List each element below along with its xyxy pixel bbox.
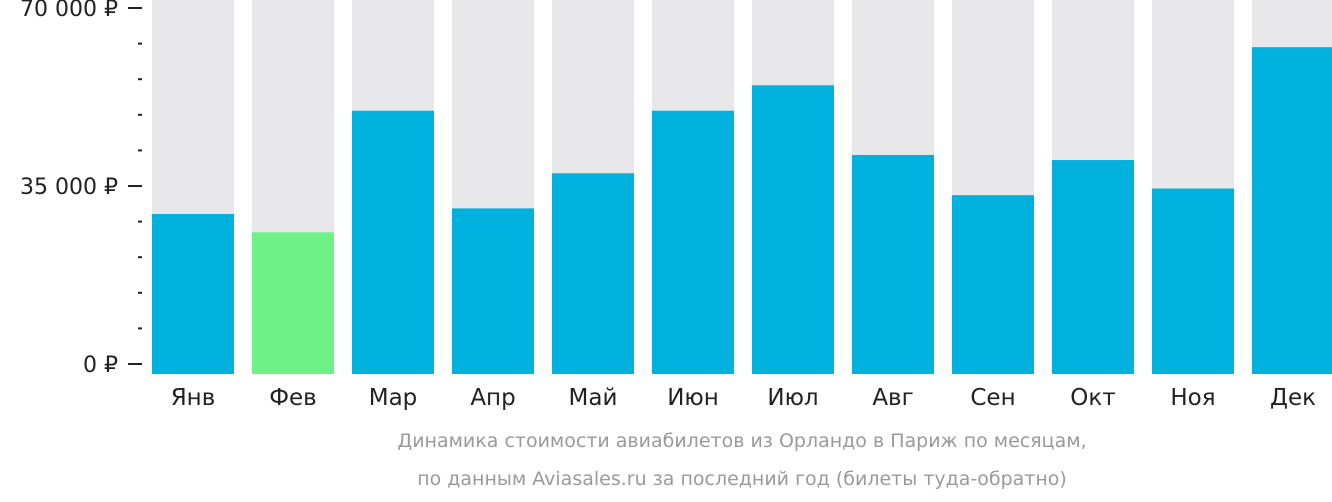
x-tick-label: Фев xyxy=(269,385,317,411)
x-tick-label: Авг xyxy=(872,385,913,411)
x-tick-label: Окт xyxy=(1070,385,1115,411)
bar-6[interactable] xyxy=(652,110,734,374)
bar-11[interactable] xyxy=(1152,188,1234,374)
bar-8[interactable] xyxy=(852,154,934,374)
y-axis: 0 ₽ 35 000 ₽ 70 000 ₽ xyxy=(20,0,142,378)
chart-caption-line-1: Динамика стоимости авиабилетов из Орланд… xyxy=(397,430,1087,452)
x-tick-label: Июн xyxy=(667,385,719,411)
bar-10[interactable] xyxy=(1052,160,1134,374)
y-tick-label: 0 ₽ xyxy=(83,353,118,378)
x-tick-label: Мар xyxy=(369,385,418,411)
bar-4[interactable] xyxy=(452,208,534,374)
chart-caption-line-2: по данным Aviasales.ru за последний год … xyxy=(417,468,1067,490)
bar-12[interactable] xyxy=(1252,47,1332,374)
bars xyxy=(152,47,1332,374)
bar-5[interactable] xyxy=(552,173,634,374)
y-tick-label: 70 000 ₽ xyxy=(20,0,118,22)
x-tick-label: Июл xyxy=(767,385,818,411)
bar-9[interactable] xyxy=(952,195,1034,374)
bar-7[interactable] xyxy=(752,85,834,374)
x-tick-label: Май xyxy=(569,385,618,411)
bar-1[interactable] xyxy=(152,213,234,374)
bar-2[interactable] xyxy=(252,232,334,374)
x-tick-label: Ноя xyxy=(1170,385,1215,411)
price-chart: 0 ₽ 35 000 ₽ 70 000 ₽ Янв Фев Мар Апр Май Июн Ию… xyxy=(20,0,1332,411)
x-tick-label: Дек xyxy=(1270,385,1316,411)
y-tick-label: 35 000 ₽ xyxy=(20,175,118,200)
x-tick-label: Сен xyxy=(970,385,1015,411)
bar-3[interactable] xyxy=(352,110,434,374)
x-tick-label: Апр xyxy=(470,385,515,411)
x-tick-label: Янв xyxy=(171,385,216,411)
x-axis-labels: Янв Фев Мар Апр Май Июн Июл Авг Сен Окт Ноя Дек xyxy=(171,385,1316,411)
